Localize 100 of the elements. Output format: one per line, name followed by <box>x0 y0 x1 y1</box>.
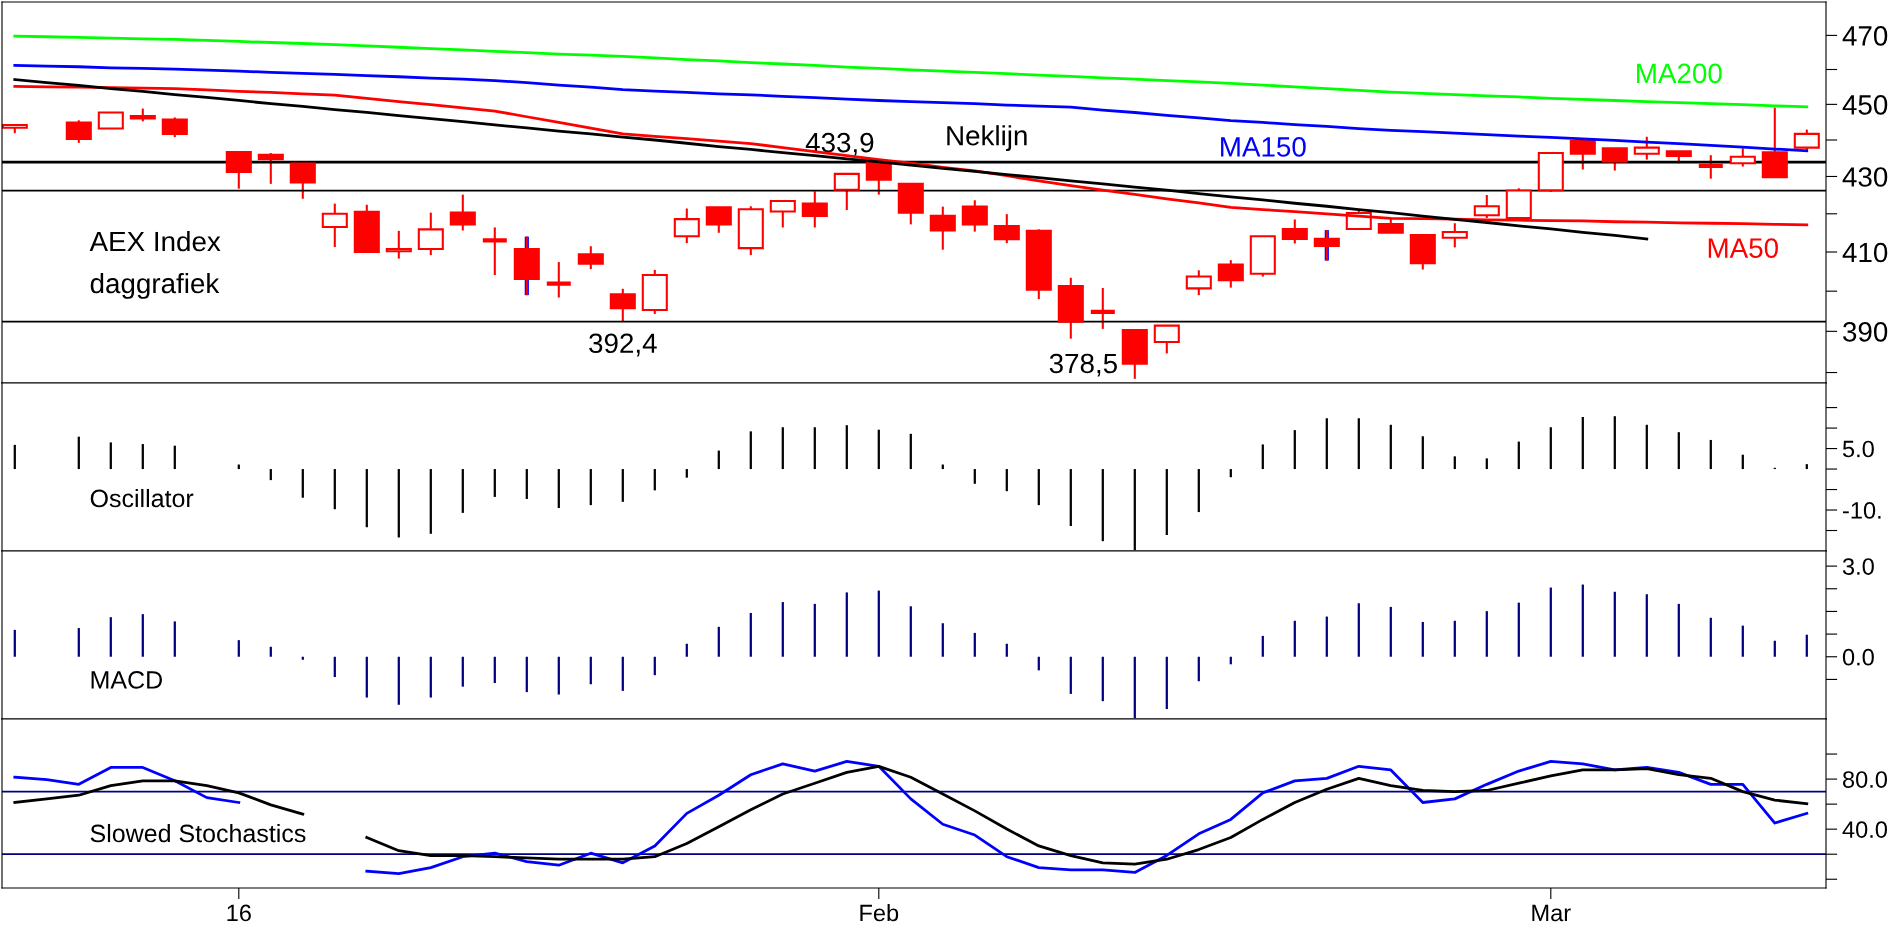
text: 378,5 <box>1049 353 1117 377</box>
candlestick <box>1473 193 1500 219</box>
bar <box>525 469 528 499</box>
candlestick <box>480 226 509 277</box>
bar <box>1005 643 1008 657</box>
bar <box>237 640 240 657</box>
y-tick-label: 390 <box>1843 322 1888 342</box>
text: 433,9 <box>805 132 874 156</box>
candlestick <box>1217 259 1244 289</box>
candlestick <box>65 119 92 144</box>
candlestick <box>1281 218 1308 245</box>
bar <box>685 469 688 478</box>
y-tick-label: 410 <box>1842 242 1888 263</box>
line-series <box>13 85 1809 227</box>
bar <box>749 612 752 657</box>
bar <box>1805 464 1808 470</box>
candlestick <box>673 207 700 245</box>
candlestick <box>1088 286 1117 330</box>
candlestick <box>577 245 604 271</box>
x-tick-label: Mar <box>1532 904 1571 922</box>
bar <box>1421 622 1424 657</box>
candlestick <box>1441 222 1468 249</box>
candlestick <box>865 161 892 196</box>
bar <box>909 606 912 657</box>
candlestick <box>1569 140 1596 171</box>
bar <box>1709 617 1712 657</box>
bar <box>1485 458 1488 470</box>
y-tick-label: 3.0 <box>1842 558 1874 575</box>
bar <box>749 431 752 470</box>
candlestick <box>385 229 412 260</box>
bar <box>845 592 848 657</box>
bar <box>109 617 112 657</box>
bar <box>493 469 496 497</box>
candlestick <box>801 190 828 229</box>
candlestick <box>1696 154 1725 180</box>
candlestick <box>225 150 252 190</box>
text: MACD <box>91 671 162 689</box>
bar <box>461 656 464 687</box>
bar <box>1197 469 1200 513</box>
bar <box>685 643 688 657</box>
ref-line-label: Neklijn <box>947 125 1027 152</box>
candlestick <box>161 116 188 139</box>
line-series <box>13 34 1809 109</box>
series-label: MA50 <box>1708 238 1778 258</box>
bar <box>1645 594 1648 657</box>
bar <box>1293 430 1296 470</box>
y-tick-label: -10. <box>1843 502 1881 519</box>
bar <box>973 469 976 484</box>
bar <box>717 626 720 657</box>
bar <box>429 469 432 534</box>
candlestick <box>1633 135 1660 161</box>
bar <box>1613 416 1616 470</box>
series-label: MA150 <box>1221 137 1306 157</box>
bar <box>461 469 464 513</box>
y-tick-label: 470 <box>1842 26 1888 46</box>
candlestick <box>321 202 348 249</box>
bar <box>1485 611 1488 657</box>
candlestick <box>1153 324 1180 355</box>
candlestick <box>609 287 636 323</box>
bar <box>941 623 944 657</box>
bar <box>1261 444 1264 470</box>
candlestick <box>257 152 284 185</box>
bar <box>1677 603 1680 657</box>
bar <box>269 646 272 657</box>
bar <box>813 603 816 657</box>
candlestick <box>705 206 732 234</box>
bar <box>77 628 80 657</box>
y-tick-label: 0.0 <box>1842 648 1874 666</box>
bar <box>1357 603 1360 657</box>
y-tick-label: 5.0 <box>1842 440 1874 458</box>
y-tick-label: 80.0 <box>1843 771 1887 788</box>
candlestick <box>961 199 988 233</box>
candlestick <box>1793 128 1820 153</box>
text: AEX Index daggrafiek <box>89 230 221 299</box>
x-tick-label: Feb <box>860 903 899 922</box>
x-tick-label: 16 <box>227 904 251 922</box>
bar <box>1453 456 1456 470</box>
text: 392,4 <box>589 333 657 357</box>
candlestick <box>929 205 956 251</box>
bar <box>173 621 176 657</box>
candlestick <box>289 162 316 200</box>
bar <box>845 425 848 470</box>
candlestick <box>1601 147 1628 172</box>
candlestick <box>993 213 1020 245</box>
text: Oscillator <box>90 488 194 508</box>
bar <box>13 629 16 657</box>
candlestick <box>1313 229 1340 262</box>
bar <box>141 614 144 657</box>
bar <box>1805 634 1808 657</box>
bar <box>301 469 304 498</box>
candlestick <box>449 193 476 232</box>
candlestick <box>769 199 796 229</box>
candlestick <box>417 211 444 257</box>
candlestick <box>1185 269 1212 297</box>
y-tick-label: 430 <box>1842 167 1888 187</box>
candlestick <box>544 261 573 299</box>
series-label: MA200 <box>1637 63 1722 84</box>
text: Slowed Stochastics <box>90 823 306 843</box>
candlestick <box>1729 147 1756 168</box>
bar <box>557 469 560 508</box>
